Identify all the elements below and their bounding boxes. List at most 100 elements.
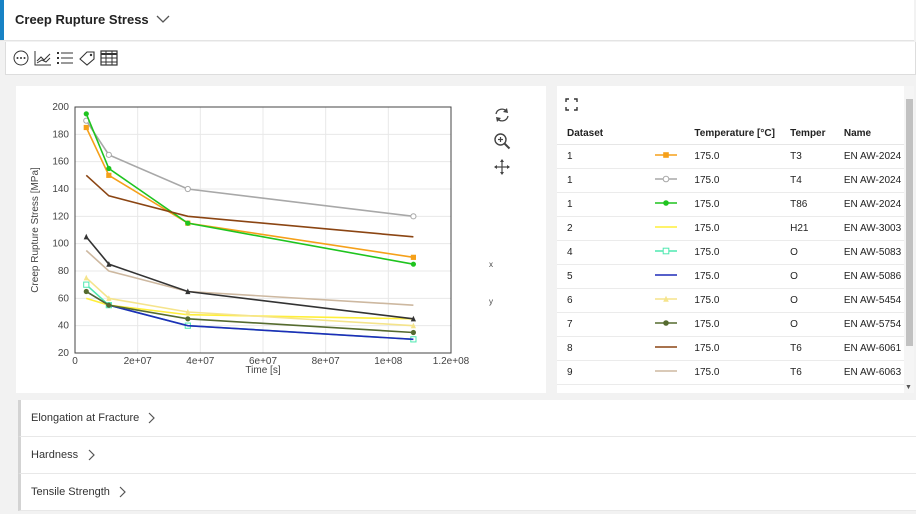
legend-swatch: [655, 144, 695, 169]
data-marker: [106, 261, 112, 267]
data-marker: [106, 302, 112, 308]
data-marker: [663, 320, 669, 326]
legend-swatch: [655, 264, 695, 289]
legend-swatch: [655, 192, 695, 217]
cell-name: EN AW-3003: [843, 216, 914, 241]
accordion-tensile-strength[interactable]: Tensile Strength: [18, 474, 916, 511]
accordion-label: Hardness: [31, 449, 79, 461]
more-options-icon[interactable]: [12, 50, 30, 66]
table-row[interactable]: 9 175.0 T6 EN AW-6063: [557, 360, 914, 385]
col-header-temper[interactable]: Temper: [790, 122, 844, 145]
data-marker: [410, 213, 417, 220]
chevron-right-icon: [88, 449, 95, 461]
legend-line-icon: [655, 274, 677, 276]
creep-rupture-chart[interactable]: 20 40 60 80 100 120 140 160 180 200 0 2e+07 4e+07 6e+…: [16, 86, 486, 386]
cell-dataset: 1: [557, 144, 655, 169]
table-row[interactable]: 4 175.0 O EN AW-5083: [557, 240, 914, 265]
y-tick-label: 140: [52, 184, 69, 195]
table-row[interactable]: 2 175.0 H21 EN AW-3003: [557, 216, 914, 241]
table-row[interactable]: 1 175.0 T4 EN AW-2024: [557, 168, 914, 193]
cell-dataset: 7: [557, 312, 655, 337]
accordion-elongation-at-fracture[interactable]: Elongation at Fracture: [18, 400, 916, 437]
zoom-icon[interactable]: [493, 132, 511, 150]
x-tick-label: 8e+07: [312, 356, 341, 367]
table-row[interactable]: 5 175.0 O EN AW-5086: [557, 264, 914, 289]
table-header-row: Dataset Temperature [°C] Temper Name: [557, 122, 914, 145]
col-header-temperature[interactable]: Temperature [°C]: [694, 122, 791, 145]
cell-name: EN AW-5754: [843, 312, 914, 337]
pan-icon[interactable]: [493, 158, 511, 176]
dataset-table: Dataset Temperature [°C] Temper Name 1 17…: [557, 122, 914, 385]
reset-axes-icon[interactable]: [493, 106, 511, 124]
accordion-hardness[interactable]: Hardness: [18, 437, 916, 474]
legend-line-icon: [655, 295, 677, 302]
cell-temperature: 175.0: [694, 192, 791, 217]
fullscreen-icon[interactable]: [565, 98, 578, 111]
series-line: [85, 174, 414, 238]
header-accent: [0, 0, 4, 40]
data-marker: [184, 185, 191, 193]
series-line: [85, 113, 414, 265]
series-line: [85, 249, 414, 306]
table-row[interactable]: 8 175.0 T6 EN AW-6061: [557, 336, 914, 361]
data-marker: [83, 288, 89, 295]
legend-swatch: [655, 168, 695, 193]
cell-temper: O: [790, 312, 844, 337]
list-view-icon[interactable]: [56, 50, 74, 66]
section-header[interactable]: Creep Rupture Stress: [0, 0, 914, 41]
legend-swatch: [655, 216, 695, 241]
table-row[interactable]: 7 175.0 O EN AW-5754: [557, 312, 914, 337]
col-header-dataset[interactable]: Dataset: [557, 122, 655, 145]
cell-dataset: 1: [557, 168, 655, 193]
table-row[interactable]: 6 175.0 O EN AW-5454: [557, 288, 914, 313]
y-tick-label: 80: [58, 266, 70, 277]
col-header-name[interactable]: Name: [843, 122, 914, 145]
data-marker: [106, 295, 112, 301]
cell-name: EN AW-2024: [843, 168, 914, 193]
cell-temper: O: [790, 288, 844, 313]
cell-dataset: 9: [557, 360, 655, 385]
hover-x-label: x: [489, 260, 493, 269]
data-marker: [83, 124, 89, 131]
y-tick-label: 120: [52, 211, 69, 222]
data-marker: [106, 172, 112, 178]
cell-temperature: 175.0: [694, 360, 791, 385]
x-tick-label: 1.2e+08: [433, 356, 470, 367]
cell-temperature: 175.0: [694, 144, 791, 169]
line-chart-icon[interactable]: [34, 50, 52, 66]
data-marker: [662, 247, 670, 255]
legend-line-icon: [655, 175, 677, 183]
data-marker: [410, 322, 416, 329]
cell-temper: T3: [790, 144, 844, 169]
legend-line-icon: [655, 200, 677, 206]
series-line: [85, 127, 414, 259]
legend-swatch: [655, 240, 695, 265]
accordion-label: Tensile Strength: [31, 486, 110, 498]
table-row[interactable]: 1 175.0 T3 EN AW-2024: [557, 144, 914, 169]
table-grid-icon[interactable]: [100, 50, 118, 66]
tag-icon[interactable]: [78, 50, 96, 66]
data-marker: [106, 165, 112, 172]
hover-y-label: y: [489, 297, 493, 306]
cell-temper: O: [790, 240, 844, 265]
series-line: [86, 297, 414, 320]
table-scrollbar[interactable]: ▼: [904, 86, 914, 393]
chevron-right-icon: [148, 412, 155, 424]
data-marker: [185, 316, 191, 322]
legend-line-icon: [655, 226, 677, 228]
chevron-down-icon[interactable]: [156, 13, 170, 25]
scroll-down-icon[interactable]: ▼: [905, 384, 912, 391]
table-row[interactable]: 1 175.0 T86 EN AW-2024: [557, 192, 914, 217]
legend-line-icon: [655, 370, 677, 372]
data-marker: [410, 254, 416, 260]
x-tick-label: 6e+07: [249, 356, 278, 367]
legend-swatch: [655, 312, 695, 337]
scroll-thumb[interactable]: [906, 99, 913, 346]
cell-dataset: 4: [557, 240, 655, 265]
legend-line-icon: [655, 152, 677, 158]
y-tick-label: 20: [58, 348, 70, 359]
y-tick-label: 40: [58, 321, 70, 332]
cell-temperature: 175.0: [694, 288, 791, 313]
data-marker: [185, 308, 191, 315]
col-header-legend: [655, 122, 695, 145]
